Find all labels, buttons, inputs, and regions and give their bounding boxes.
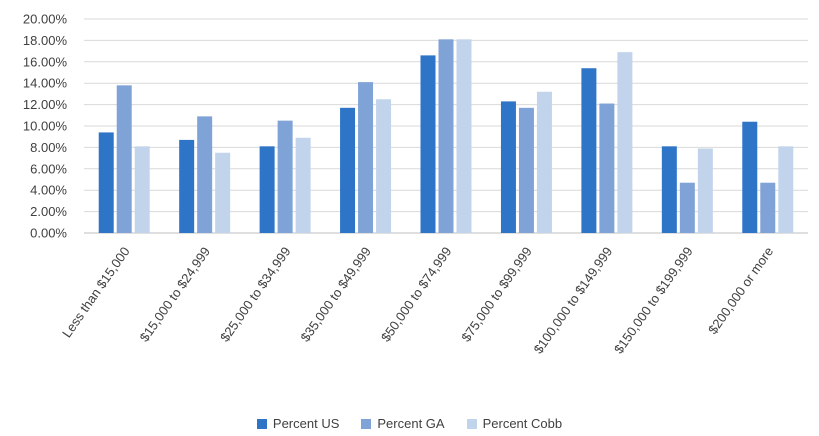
bar-percent-us [259,146,275,233]
y-tick-label: 20.00% [23,12,68,27]
x-tick-label: Less than $15,000 [59,244,133,340]
bar-percent-us [179,139,195,233]
x-tick-label: $200,000 or more [705,244,776,337]
bar-percent-ga [760,182,776,233]
bar-percent-cobb [536,91,552,233]
legend-swatch-us [256,418,267,429]
legend-label-cobb: Percent Cobb [482,416,563,431]
bar-percent-cobb [778,146,794,233]
y-tick-label: 12.00% [23,97,68,112]
bar-percent-us [661,146,677,233]
bar-percent-ga [599,103,615,233]
bar-percent-us [742,121,758,233]
bar-percent-ga [679,182,695,233]
y-tick-label: 18.00% [23,33,68,48]
bar-percent-ga [518,107,534,233]
legend-item-cobb: Percent Cobb [466,416,563,431]
legend-swatch-ga [361,418,372,429]
bar-percent-ga [197,116,213,233]
bar-chart: 0.00% 2.00% 4.00% 6.00% 8.00% 10.00% 12.00% 14.… [23,12,808,356]
bar-percent-cobb [134,146,150,233]
bar-percent-ga [358,82,374,233]
legend-label-us: Percent US [272,416,340,431]
bar-percent-cobb [376,99,392,233]
y-tick-label: 6.00% [30,161,67,176]
bar-percent-us [98,132,114,233]
bar-percent-cobb [617,52,633,233]
x-tick-label: $35,000 to $49,999 [297,244,374,344]
bar-percent-us [340,107,356,233]
bar-percent-us [500,101,516,233]
bar-percent-ga [277,120,293,233]
bar-percent-ga [438,39,454,233]
y-tick-label: 14.00% [23,76,68,91]
y-tick-label: 16.00% [23,54,68,69]
legend-label-ga: Percent GA [377,416,445,431]
x-tick-label: $50,000 to $74,999 [378,244,455,344]
x-tick-label: $25,000 to $34,999 [217,244,294,344]
legend-swatch-cobb [466,418,477,429]
x-tick-label: $15,000 to $24,999 [137,244,214,344]
x-tick-label: $100,000 to $149,999 [530,244,615,356]
bar-percent-cobb [215,152,231,233]
bar-percent-us [581,68,597,233]
bar-percent-us [420,55,436,233]
bar-percent-cobb [697,148,713,233]
y-tick-label: 2.00% [30,204,67,219]
legend: Percent US Percent GA Percent Cobb [0,416,819,431]
bar-percent-cobb [456,39,472,233]
legend-item-us: Percent US [256,416,340,431]
legend-item-ga: Percent GA [361,416,445,431]
bar-percent-cobb [295,137,311,233]
x-tick-label: $75,000 to $99,999 [458,244,535,344]
y-tick-label: 0.00% [30,226,67,241]
y-tick-label: 8.00% [30,140,67,155]
y-tick-label: 4.00% [30,183,67,198]
x-tick-label: $150,000 to $199,999 [611,244,696,356]
y-tick-label: 10.00% [23,119,68,134]
bar-percent-ga [116,85,132,233]
